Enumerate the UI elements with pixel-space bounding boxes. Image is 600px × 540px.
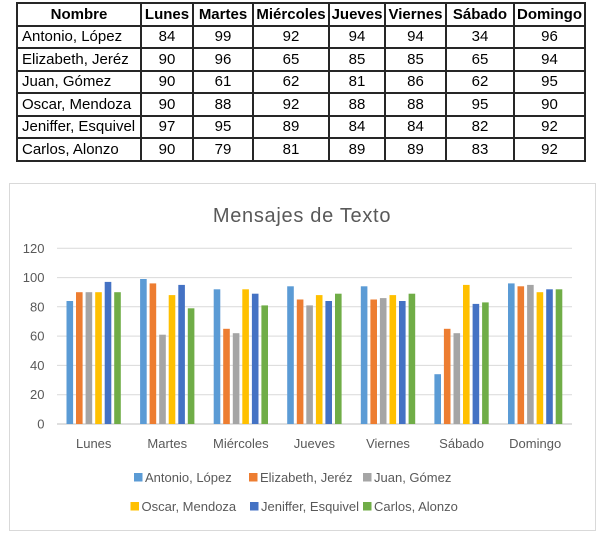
svg-text:20: 20 [30,387,44,402]
svg-text:Sábado: Sábado [439,436,484,451]
svg-text:Miércoles: Miércoles [213,436,269,451]
svg-text:120: 120 [23,241,45,256]
svg-text:Lunes: Lunes [76,436,112,451]
svg-text:80: 80 [30,299,44,314]
svg-text:Viernes: Viernes [366,436,410,451]
svg-text:0: 0 [37,417,44,432]
svg-text:100: 100 [23,270,45,285]
svg-text:Elizabeth, Jeréz: Elizabeth, Jeréz [260,470,353,485]
svg-text:Jeniffer, Esquivel: Jeniffer, Esquivel [261,499,359,514]
svg-text:Juan, Gómez: Juan, Gómez [374,470,451,485]
svg-text:Domingo: Domingo [509,436,561,451]
svg-text:Oscar, Mendoza: Oscar, Mendoza [142,499,237,514]
svg-text:40: 40 [30,358,44,373]
svg-text:Antonio, López: Antonio, López [145,470,232,485]
svg-text:Carlos, Alonzo: Carlos, Alonzo [374,499,458,514]
svg-text:Mensajes de Texto: Mensajes de Texto [213,205,391,227]
svg-text:60: 60 [30,329,44,344]
svg-text:Martes: Martes [147,436,187,451]
svg-text:Jueves: Jueves [294,436,336,451]
